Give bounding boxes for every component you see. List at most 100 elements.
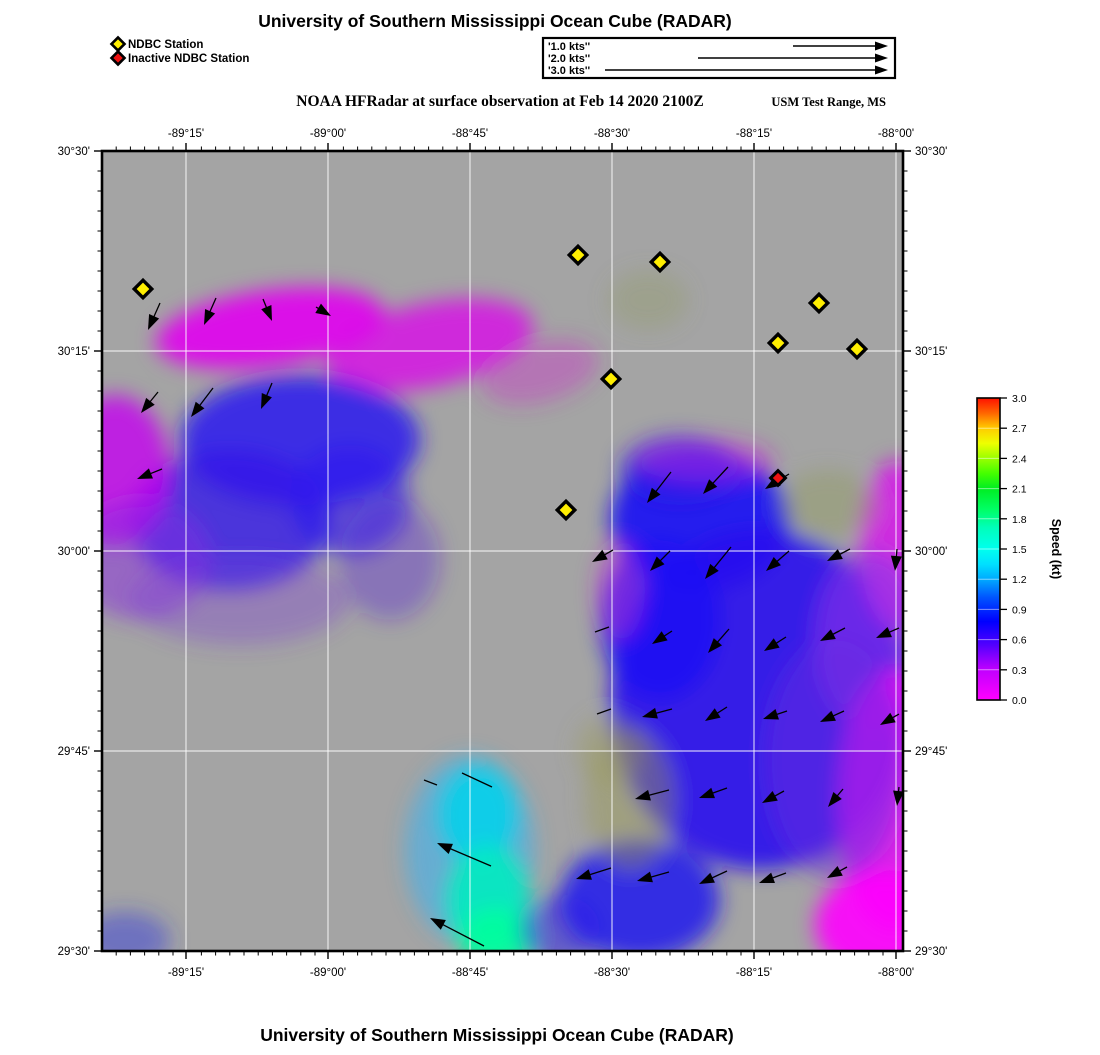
vector-scale-box: '1.0 kts'' '2.0 kts'' '3.0 kts'' bbox=[541, 36, 897, 80]
ndbc-stations bbox=[131, 243, 869, 522]
vector-shaft bbox=[831, 710, 845, 718]
vector-shaft bbox=[775, 710, 788, 716]
ndbc-station-marker bbox=[554, 498, 578, 522]
y-tick-label-right: 30°30' bbox=[915, 146, 947, 158]
vector-head bbox=[430, 918, 446, 930]
y-tick-label-left: 29°30' bbox=[58, 946, 90, 958]
speed-blob bbox=[459, 908, 535, 951]
ndbc-station-legend-icon bbox=[109, 35, 127, 53]
vector-head bbox=[592, 549, 608, 562]
y-tick-label-left: 30°00' bbox=[58, 546, 90, 558]
page-title: University of Southern Mississippi Ocean… bbox=[258, 11, 732, 31]
speed-blob bbox=[481, 339, 599, 405]
vector-shaft bbox=[712, 546, 732, 570]
small-vector bbox=[596, 708, 612, 715]
colorbar-tick-label: 0.3 bbox=[1012, 665, 1027, 677]
vector-head bbox=[141, 397, 155, 413]
vector-head bbox=[708, 638, 723, 653]
map-frame bbox=[94, 143, 911, 959]
vector-head bbox=[576, 869, 592, 880]
colorbar-tick-label: 1.8 bbox=[1012, 514, 1027, 526]
axis-tick-labels: -89°15' -89°15' -89°00' -89°00' -88°45' -88°4… bbox=[58, 128, 948, 979]
vector-head bbox=[652, 631, 668, 644]
vector-head bbox=[876, 626, 892, 638]
colorbar-tick-label: 0.6 bbox=[1012, 635, 1027, 647]
inactive-ndbc-station-legend-icon bbox=[109, 49, 127, 67]
y-tick-label-right: 29°30' bbox=[915, 946, 947, 958]
station-legend: NDBC Station Inactive NDBC Station bbox=[109, 35, 249, 67]
vector-head bbox=[703, 479, 718, 494]
ndbc-station-marker bbox=[131, 277, 155, 301]
vector-head bbox=[437, 843, 453, 854]
x-tick-label-top: -88°00' bbox=[878, 128, 914, 140]
x-tick-label-bottom: -88°45' bbox=[452, 967, 488, 979]
vector-shaft bbox=[711, 787, 728, 795]
vector-head bbox=[699, 787, 715, 799]
vector-shaft bbox=[441, 923, 485, 947]
colorbar-tick-label: 1.5 bbox=[1012, 544, 1027, 556]
vector-head bbox=[875, 41, 888, 51]
current-vectors bbox=[137, 297, 903, 947]
speed-blob bbox=[155, 287, 385, 369]
scale-label-1kt: '1.0 kts'' bbox=[548, 41, 590, 53]
vector-shaft bbox=[715, 706, 728, 715]
vector-head bbox=[705, 563, 719, 579]
ndbc-station-marker bbox=[807, 291, 831, 315]
x-tick-label-top: -88°15' bbox=[736, 128, 772, 140]
small-vector bbox=[461, 772, 493, 788]
colorbar-tick-label: 1.2 bbox=[1012, 574, 1027, 586]
vector-head bbox=[880, 712, 896, 725]
vector-head bbox=[642, 707, 658, 719]
vector-shaft bbox=[148, 391, 159, 404]
x-tick-label-bottom: -88°00' bbox=[878, 967, 914, 979]
vector-shaft bbox=[448, 847, 492, 867]
vector-head bbox=[637, 871, 653, 883]
vector-shaft bbox=[265, 382, 273, 398]
vector-shaft bbox=[647, 789, 670, 797]
x-tick-label-top: -88°30' bbox=[594, 128, 630, 140]
vector-shaft bbox=[887, 627, 900, 634]
vector-shaft bbox=[775, 550, 790, 563]
legend-label-inactive: Inactive NDBC Station bbox=[128, 53, 249, 65]
ndbc-station-marker bbox=[648, 250, 672, 274]
x-tick-label-top: -88°45' bbox=[452, 128, 488, 140]
vector-head bbox=[875, 53, 888, 63]
vector-head bbox=[204, 309, 216, 325]
legend-label-active: NDBC Station bbox=[128, 39, 203, 51]
colorbar-tick-label: 2.4 bbox=[1012, 453, 1027, 465]
vector-shaft bbox=[838, 548, 851, 556]
speed-blob bbox=[326, 298, 534, 392]
colorbar-tick-label: 0.9 bbox=[1012, 604, 1027, 616]
ndbc-station-marker bbox=[766, 331, 790, 355]
vector-head bbox=[705, 708, 721, 721]
y-tick-label-left: 30°30' bbox=[58, 146, 90, 158]
speed-blob bbox=[778, 470, 878, 540]
vector-head bbox=[315, 303, 331, 316]
vector-head bbox=[759, 872, 775, 883]
vector-head bbox=[137, 468, 153, 479]
page-footer-title: University of Southern Mississippi Ocean… bbox=[260, 1025, 734, 1045]
vector-shaft bbox=[654, 708, 673, 715]
x-tick-label-bottom: -88°30' bbox=[594, 967, 630, 979]
vector-shaft bbox=[773, 790, 785, 798]
map-gridlines bbox=[102, 151, 903, 951]
speed-blob bbox=[608, 270, 688, 330]
y-tick-label-right: 30°15' bbox=[915, 346, 947, 358]
vector-head bbox=[890, 555, 902, 571]
vector-head bbox=[764, 638, 780, 651]
colorbar-title: Speed (kt) bbox=[1049, 519, 1063, 579]
small-vector bbox=[594, 626, 610, 633]
speed-blob bbox=[340, 500, 440, 620]
map-subtitle: NOAA HFRadar at surface observation at F… bbox=[296, 93, 703, 110]
vector-shaft bbox=[774, 636, 787, 645]
vector-head bbox=[828, 791, 842, 807]
colorbar-tick-label: 2.7 bbox=[1012, 423, 1027, 435]
speed-blob bbox=[520, 895, 600, 951]
vector-head bbox=[191, 401, 205, 417]
vector-shaft bbox=[831, 627, 846, 636]
vector-shaft bbox=[649, 871, 670, 879]
x-tick-label-bottom: -89°00' bbox=[310, 967, 346, 979]
vector-shaft bbox=[588, 867, 612, 876]
vector-shaft bbox=[658, 550, 671, 563]
